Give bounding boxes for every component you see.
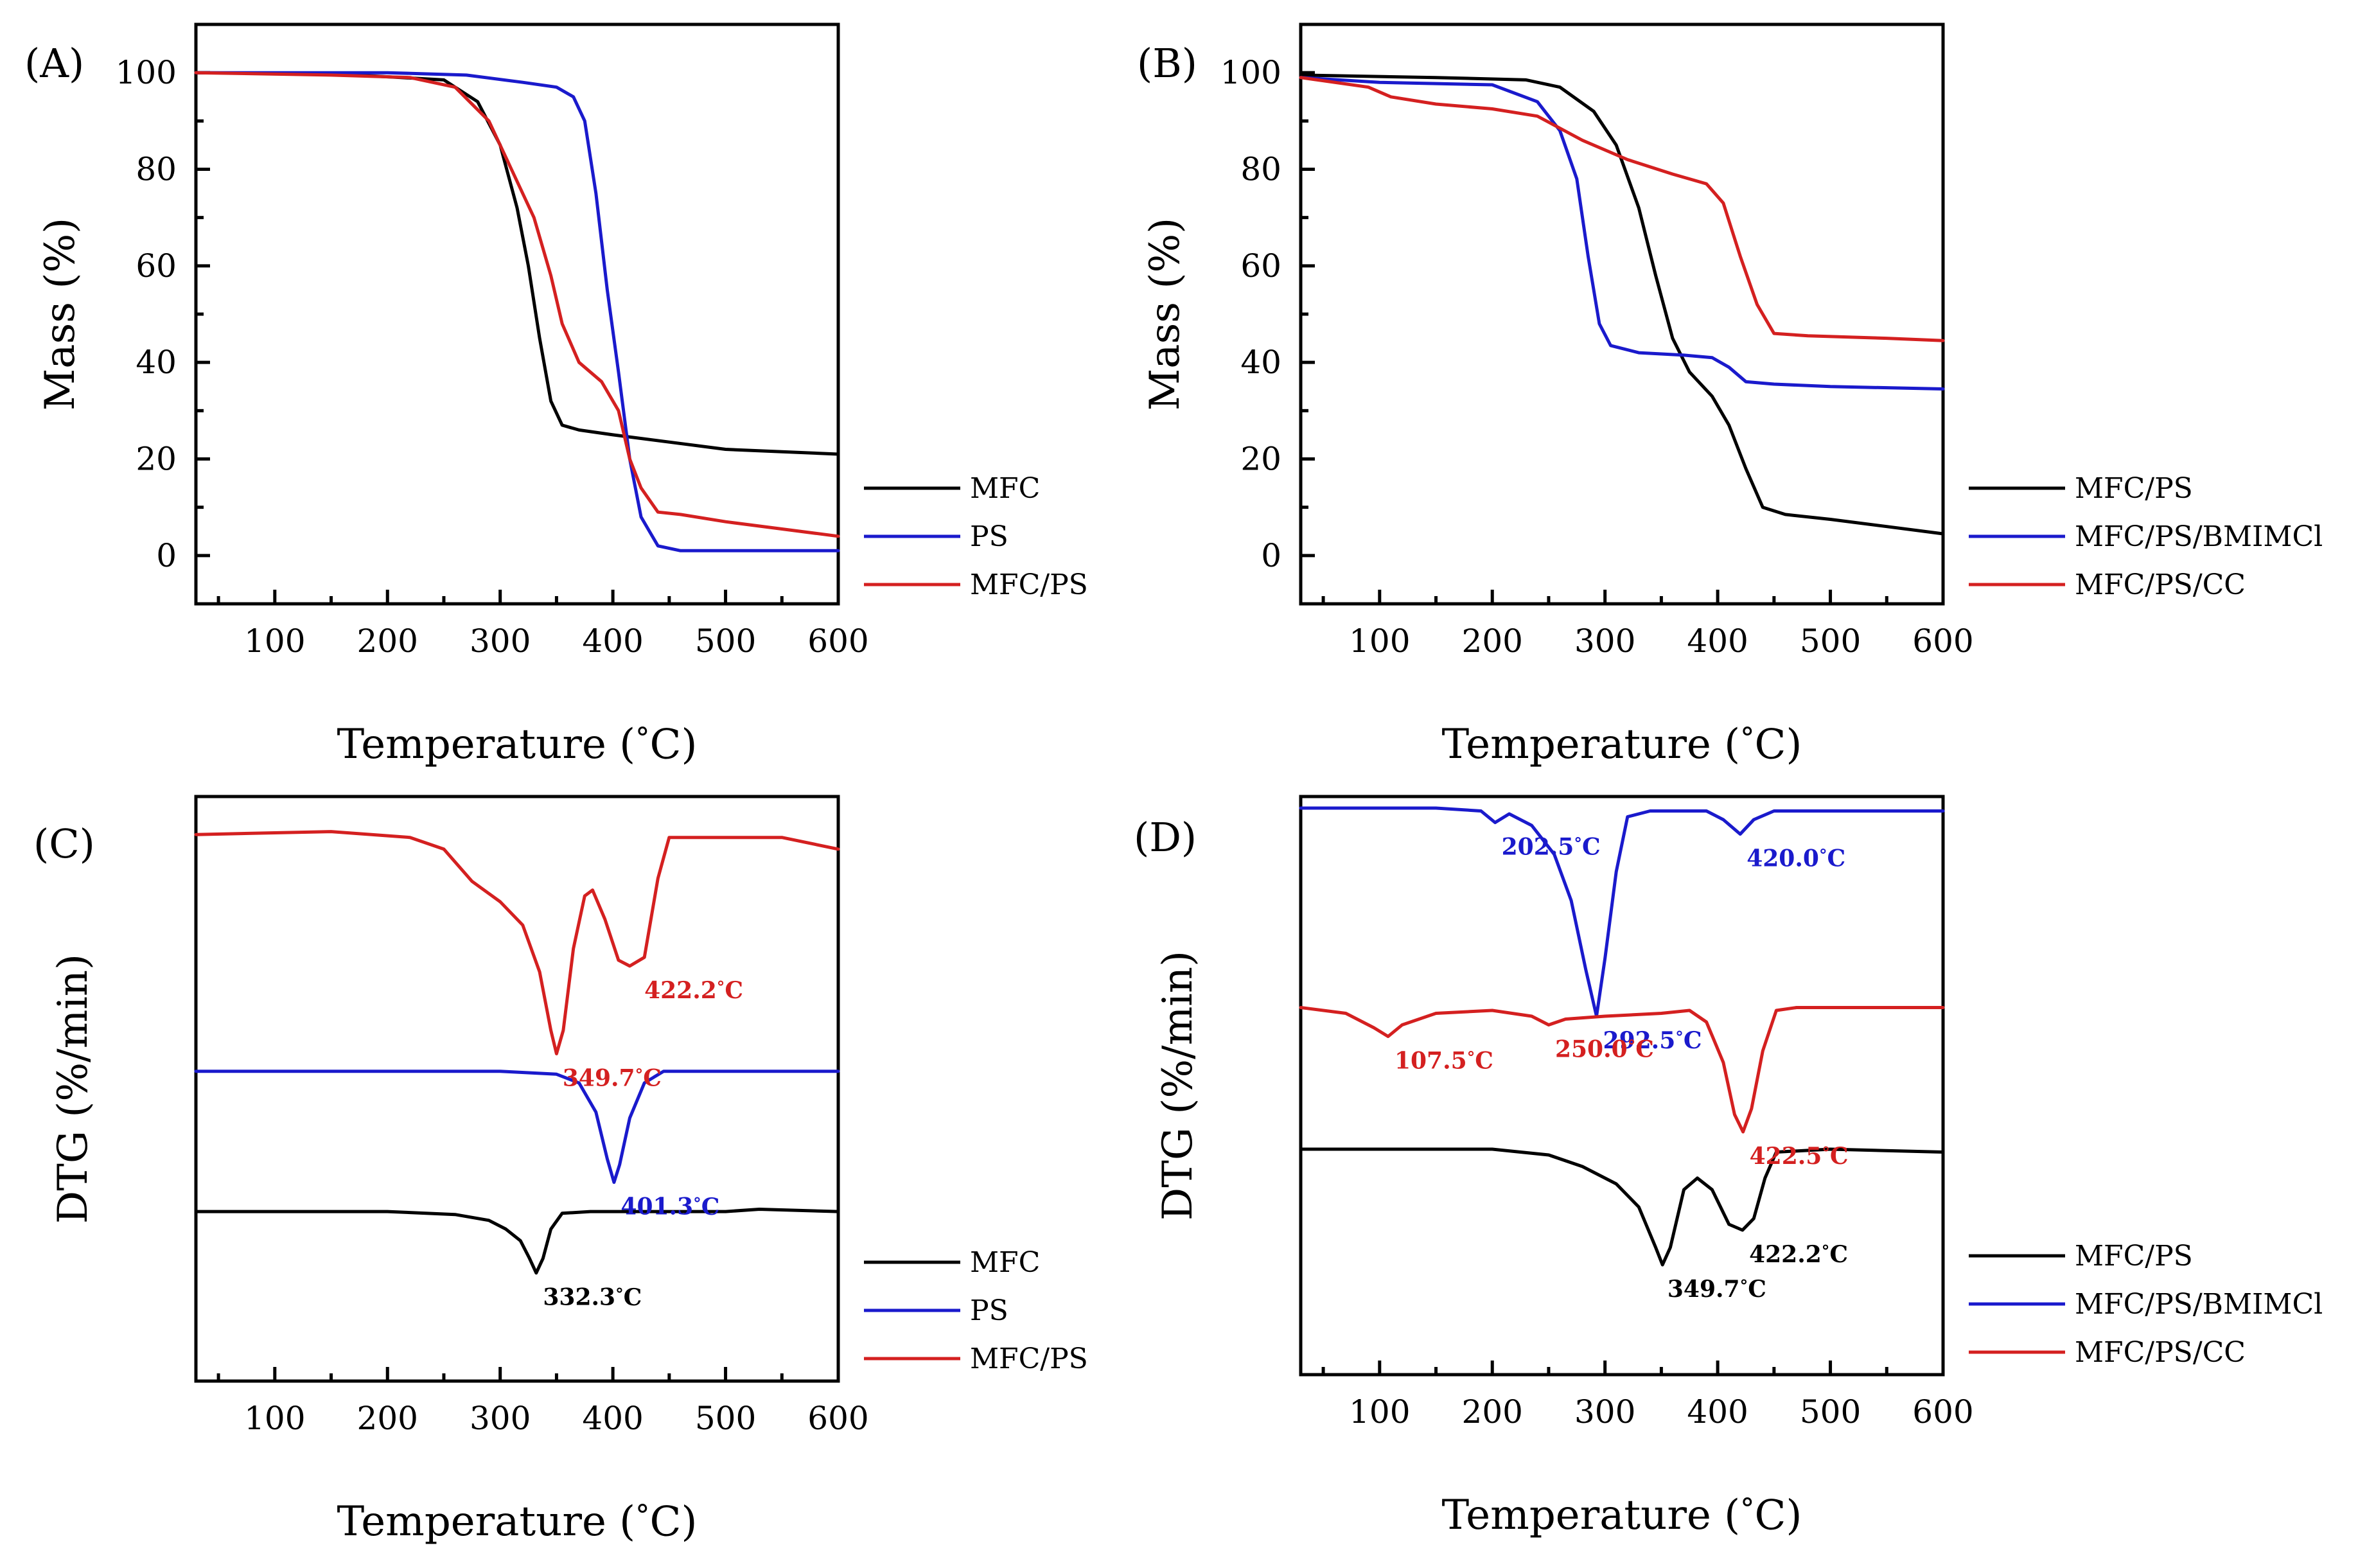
peak-annotation: 202.5°C — [1502, 834, 1601, 861]
peak-annotation: 349.7°C — [1667, 1276, 1766, 1303]
peak-annotation: 292.5°C — [1603, 1027, 1702, 1054]
x-tick-label: 300 — [1574, 622, 1635, 660]
x-tick-label: 600 — [1912, 622, 1973, 660]
x-tick-label: 200 — [357, 1400, 418, 1437]
x-axis-title: Temperature (°C) — [1442, 1492, 1802, 1539]
x-tick-label: 500 — [1800, 1393, 1861, 1431]
y-tick-label: 0 — [156, 537, 177, 574]
y-tick-label: 80 — [1240, 151, 1281, 188]
series-line-mfc — [194, 1208, 840, 1275]
x-tick-label: 400 — [1687, 622, 1748, 660]
x-tick-label: 400 — [1687, 1393, 1748, 1431]
peak-annotation: 349.7°C — [563, 1064, 662, 1091]
legend-label-mfc-ps: MFC/PS — [2075, 472, 2193, 505]
y-tick-label: 60 — [1240, 247, 1281, 285]
y-tick-label: 20 — [1240, 441, 1281, 478]
x-tick-label: 400 — [582, 1400, 643, 1437]
series-line-mfc-ps — [194, 830, 840, 1055]
x-tick-label: 200 — [1462, 622, 1523, 660]
legend-label-mfc-ps: MFC/PS — [970, 1343, 1088, 1375]
panel-b: (B) 100 200 300 400 500 600 0 20 40 60 80 100 Tempera… — [1137, 22, 2323, 768]
y-axis-title: Mass (%) — [37, 218, 84, 410]
x-tick-label: 600 — [807, 622, 868, 660]
series-line-mfc — [194, 71, 840, 456]
plot-frame — [1299, 22, 1945, 606]
x-tick-label: 300 — [470, 622, 531, 660]
x-tick-label: 100 — [244, 1400, 305, 1437]
x-tick-label: 300 — [1574, 1393, 1635, 1431]
panel-d: (D) 100 200 300 400 500 600 Temperature (°C) DTG… — [1134, 795, 2323, 1539]
series-line-ps — [194, 1070, 840, 1185]
peak-annotation: 250.0°C — [1555, 1036, 1654, 1063]
series-line-mfc-ps — [1299, 73, 1945, 536]
x-tick-label: 600 — [807, 1400, 868, 1437]
panel-a: (A) 100 200 300 400 500 600 0 20 40 60 80 100 Tempera… — [24, 22, 1088, 768]
x-axis-title: Temperature (°C) — [1442, 721, 1802, 768]
y-axis-title: Mass (%) — [1141, 218, 1189, 410]
plot-frame — [1299, 795, 1945, 1377]
y-tick-label: 20 — [136, 441, 177, 478]
series-line-mfc-ps — [194, 71, 840, 538]
peak-annotation: 332.3°C — [543, 1284, 642, 1311]
peak-annotation: 422.2°C — [1749, 1241, 1848, 1268]
series-line-ps — [194, 71, 840, 552]
x-tick-label: 500 — [1800, 622, 1861, 660]
legend-label-mfc: MFC — [970, 1246, 1040, 1279]
legend-label-mfc-ps-cc: MFC/PS/CC — [2075, 1336, 2246, 1369]
series-line-mfc-ps-bmimcl — [1299, 806, 1945, 1018]
series-line-mfc-ps-cc — [1299, 1006, 1945, 1134]
series-line-mfc-ps-bmimcl — [1299, 76, 1945, 391]
panel-label: (A) — [24, 40, 84, 87]
x-tick-label: 100 — [244, 622, 305, 660]
y-tick-label: 80 — [136, 151, 177, 188]
legend-label-mfc-ps-bmimcl: MFC/PS/BMIMCl — [2075, 520, 2323, 553]
peak-annotation: 401.3°C — [620, 1194, 719, 1220]
peak-annotation: 422.2°C — [644, 977, 743, 1004]
x-axis-title: Temperature (°C) — [337, 1498, 698, 1546]
x-tick-label: 100 — [1349, 622, 1410, 660]
x-tick-label: 600 — [1912, 1393, 1973, 1431]
x-tick-label: 200 — [357, 622, 418, 660]
panel-label: (C) — [33, 820, 95, 867]
series-line-mfc-ps-cc — [1299, 76, 1945, 342]
y-tick-label: 100 — [116, 54, 177, 91]
x-tick-label: 500 — [695, 622, 756, 660]
series-line-mfc-ps — [1299, 1147, 1945, 1267]
legend-label-mfc-ps-cc: MFC/PS/CC — [2075, 568, 2246, 601]
y-tick-label: 100 — [1220, 54, 1281, 91]
plot-frame — [194, 795, 840, 1383]
x-tick-label: 300 — [470, 1400, 531, 1437]
x-axis-title: Temperature (°C) — [337, 721, 698, 768]
peak-annotation: 422.5°C — [1750, 1143, 1849, 1170]
panel-label: (B) — [1137, 40, 1197, 87]
y-tick-label: 40 — [1240, 344, 1281, 381]
y-tick-label: 0 — [1261, 537, 1281, 574]
y-axis-title: DTG (%/min) — [1154, 951, 1202, 1220]
y-tick-label: 40 — [136, 344, 177, 381]
legend-label-mfc-ps: MFC/PS — [970, 568, 1088, 601]
plot-frame — [194, 22, 840, 606]
legend-label-mfc: MFC — [970, 472, 1040, 505]
y-tick-label: 60 — [136, 247, 177, 285]
x-tick-label: 200 — [1462, 1393, 1523, 1431]
x-tick-label: 500 — [695, 1400, 756, 1437]
legend-label-ps: PS — [970, 1294, 1008, 1327]
y-axis-title: DTG (%/min) — [49, 954, 97, 1224]
panel-label: (D) — [1134, 814, 1197, 861]
x-tick-label: 100 — [1349, 1393, 1410, 1431]
peak-annotation: 107.5°C — [1395, 1048, 1493, 1075]
legend-label-ps: PS — [970, 520, 1008, 553]
panel-c: (C) 100 200 300 400 500 600 Temperature (°C) DTG… — [33, 795, 1088, 1546]
legend-label-mfc-ps: MFC/PS — [2075, 1240, 2193, 1273]
x-tick-label: 400 — [582, 622, 643, 660]
peak-annotation: 420.0°C — [1747, 845, 1845, 872]
legend-label-mfc-ps-bmimcl: MFC/PS/BMIMCl — [2075, 1288, 2323, 1321]
